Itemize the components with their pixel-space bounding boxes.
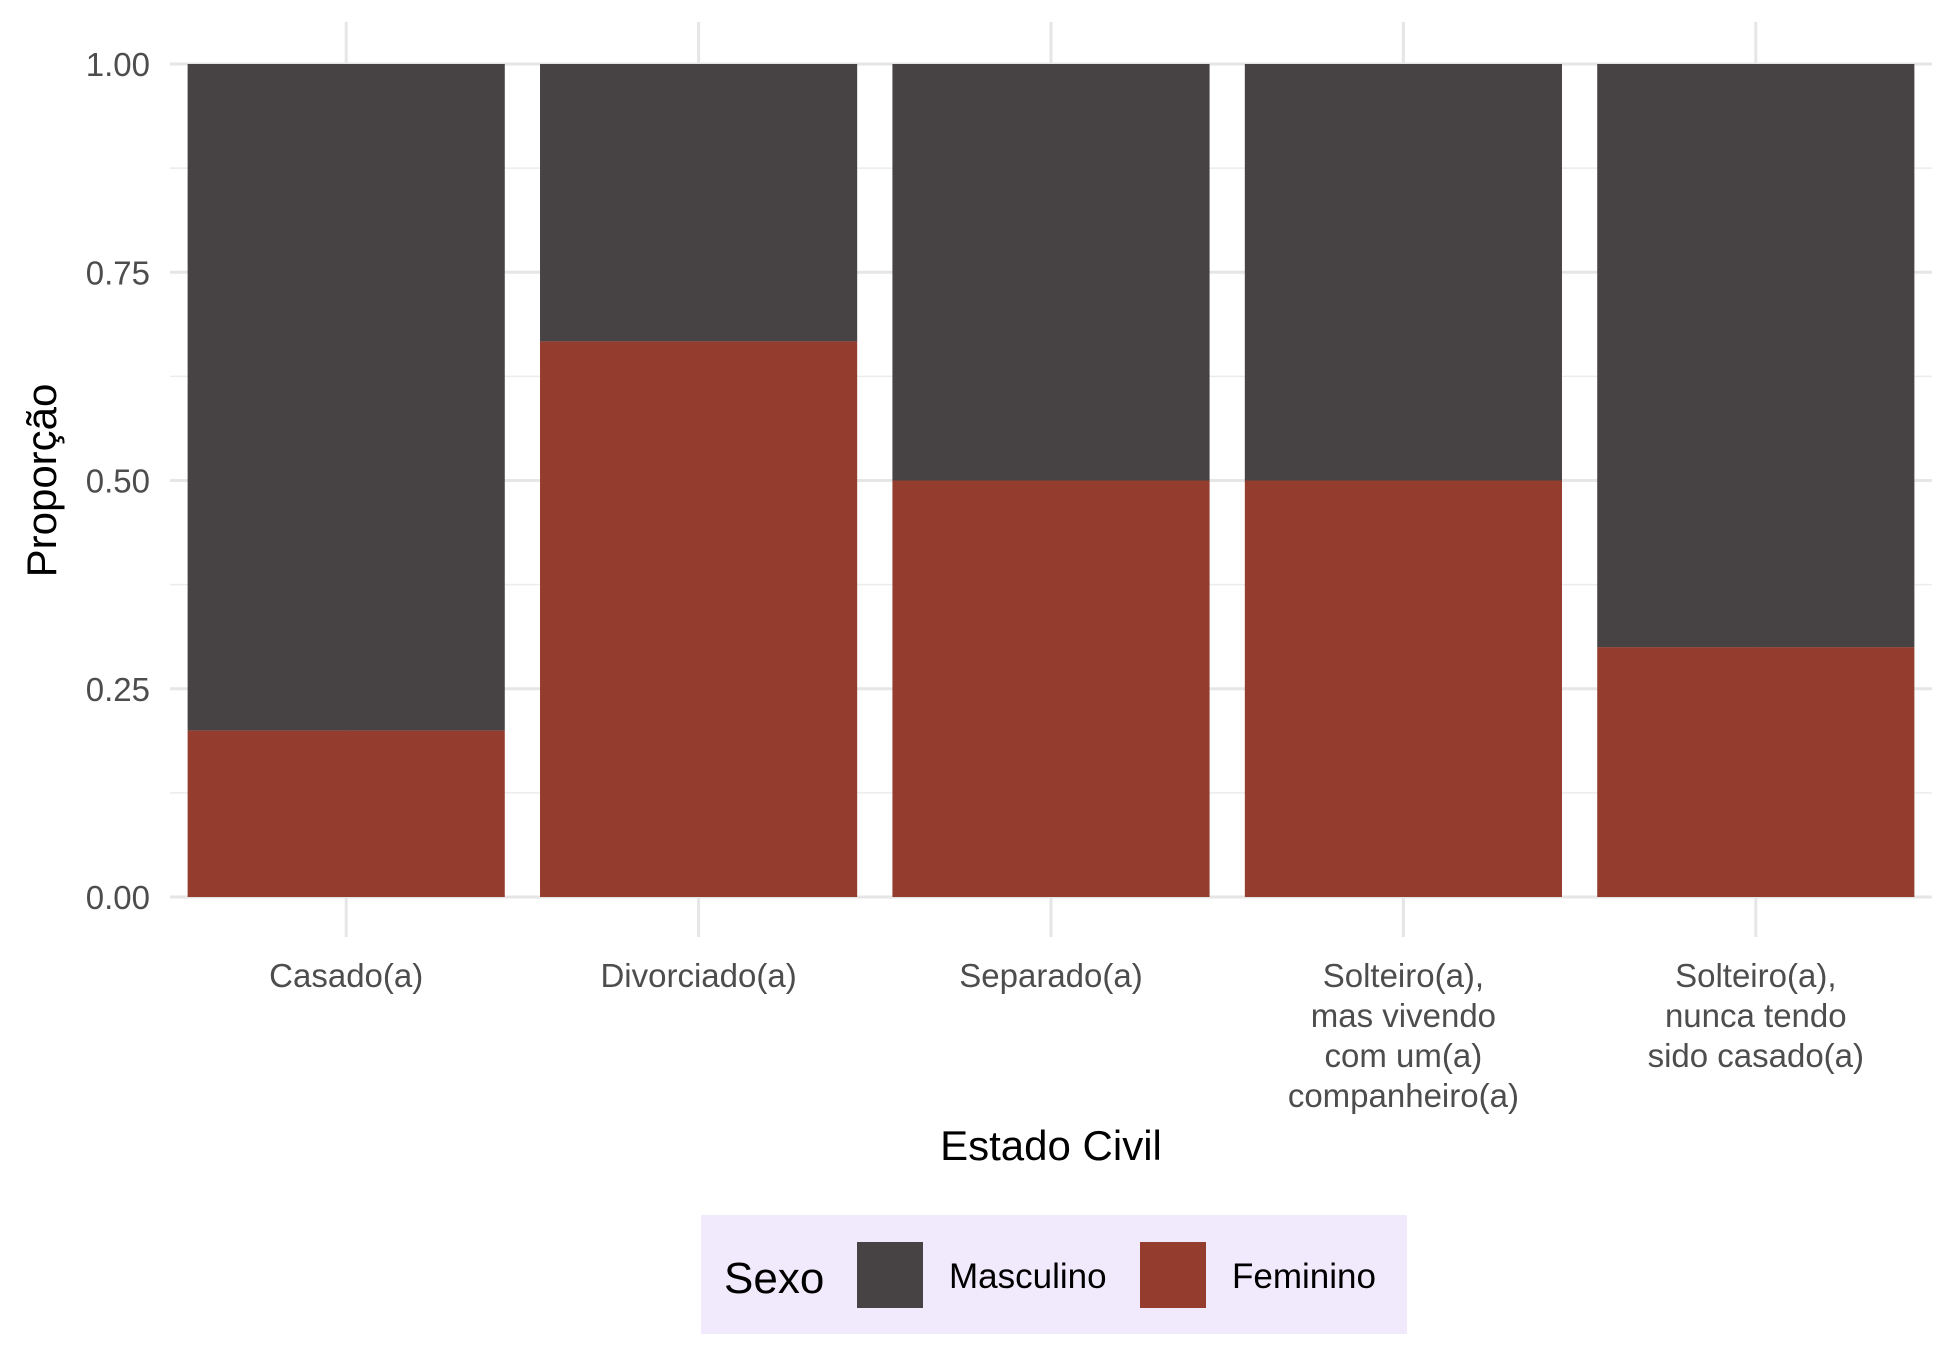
legend-key-feminino (1140, 1242, 1206, 1308)
legend-label-masculino: Masculino (949, 1257, 1107, 1296)
legend-key-masculino (857, 1242, 923, 1308)
bar-feminino-0 (187, 730, 505, 897)
y-tick-label: 0.25 (86, 671, 150, 708)
y-axis-title: Proporção (18, 384, 65, 578)
legend-items: Masculino Feminino (857, 1242, 1376, 1308)
bar-masculino-0 (187, 64, 505, 731)
x-tick-label: Solteiro(a), mas vivendo com um(a) companhe… (1288, 957, 1519, 1114)
bar-masculino-4 (1597, 64, 1915, 648)
bar-masculino-2 (892, 64, 1210, 481)
bar-feminino-1 (540, 341, 858, 897)
x-axis-ticks: Casado(a) Divorciado(a) Separado(a) Solteir… (269, 957, 1864, 1114)
y-axis-ticks: 0.00 0.25 0.50 0.75 1.00 (86, 46, 150, 916)
y-tick-label: 1.00 (86, 46, 150, 83)
bar-feminino-3 (1244, 480, 1562, 897)
bars (187, 64, 1915, 897)
x-axis-title: Estado Civil (940, 1122, 1162, 1169)
legend: Sexo Masculino Feminino (701, 1215, 1407, 1334)
x-tick-label: Separado(a) (959, 957, 1142, 994)
x-tick-label: Casado(a) (269, 957, 423, 994)
bar-feminino-2 (892, 480, 1210, 897)
x-tick-label: Solteiro(a), nunca tendo sido casado(a) (1648, 957, 1864, 1074)
y-tick-label: 0.75 (86, 254, 150, 291)
legend-label-feminino: Feminino (1232, 1257, 1376, 1296)
x-tick-label: Divorciado(a) (600, 957, 796, 994)
legend-title: Sexo (724, 1254, 824, 1303)
bar-feminino-4 (1597, 647, 1915, 897)
bar-masculino-1 (540, 64, 858, 342)
legend-background (701, 1215, 1407, 1334)
bar-masculino-3 (1244, 64, 1562, 481)
y-tick-label: 0.00 (86, 879, 150, 916)
y-tick-label: 0.50 (86, 463, 150, 500)
